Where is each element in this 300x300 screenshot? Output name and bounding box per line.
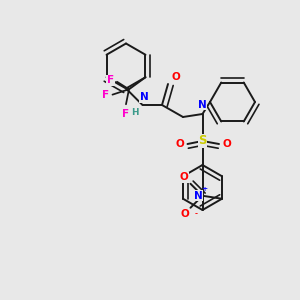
Text: S: S [198,134,207,148]
Text: -: - [195,211,198,217]
Text: F: F [122,109,130,119]
Text: F: F [102,90,110,100]
Text: H: H [131,108,139,117]
Text: O: O [180,209,189,219]
Text: N: N [194,191,202,201]
Text: +: + [201,185,207,191]
Text: N: N [198,100,207,110]
Text: O: O [171,72,180,82]
Text: F: F [107,75,114,85]
Text: O: O [176,139,184,149]
Text: O: O [179,172,188,182]
Text: N: N [140,92,148,102]
Text: O: O [222,139,231,149]
